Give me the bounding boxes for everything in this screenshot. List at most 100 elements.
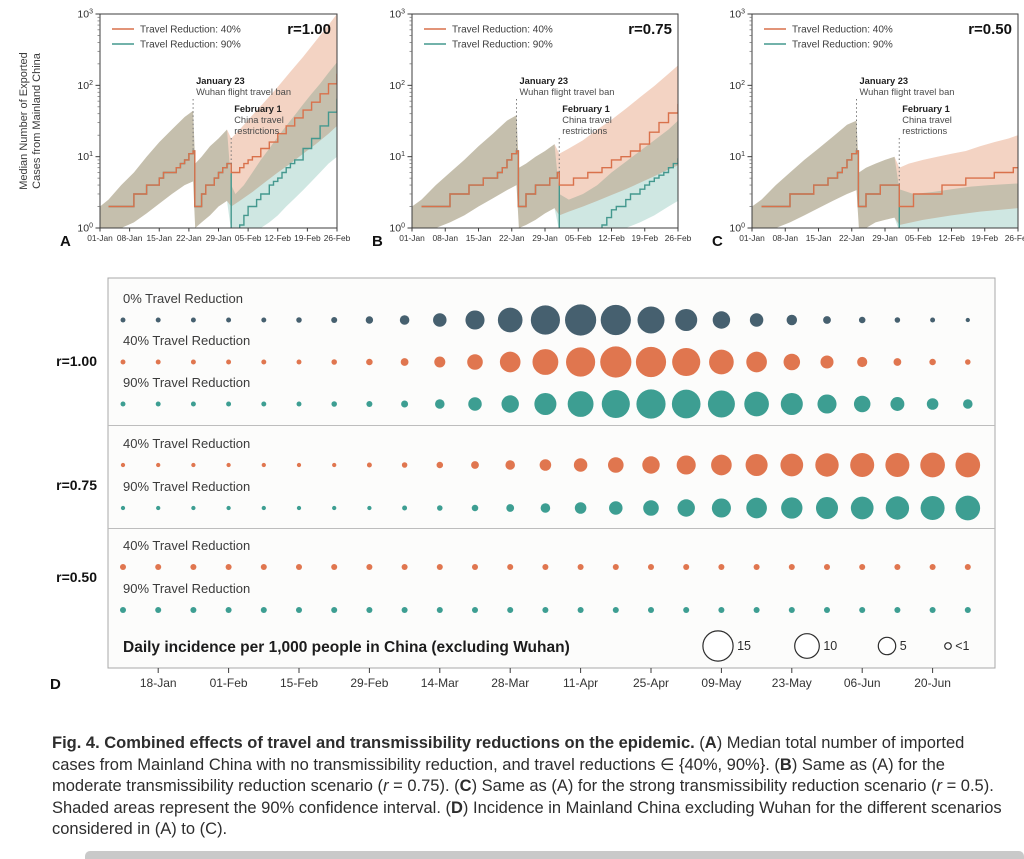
caption-segment: D [451,798,463,817]
incidence-bubble [120,462,126,468]
incidence-bubble [711,498,731,518]
incidence-bubble [155,317,161,323]
annotation-title: February 1 [902,104,950,114]
incidence-bubble [434,356,446,368]
incidence-bubble [955,495,981,521]
incidence-bubble [857,356,868,368]
incidence-bubble [823,606,831,614]
incidence-bubble [225,563,232,571]
series-line [761,150,1018,208]
incidence-bubble [120,505,126,511]
svg-text:01-Jan: 01-Jan [399,233,425,243]
incidence-bubble [507,563,514,571]
incidence-bubble [964,563,971,571]
incidence-bubble [155,359,161,365]
incidence-bubble [296,401,302,407]
incidence-bubble [296,359,302,365]
incidence-bubble [647,606,655,614]
incidence-bubble [296,317,302,323]
svg-text:100: 100 [389,223,405,235]
incidence-bubble [532,349,559,375]
caption-segment: A [704,734,717,752]
incidence-bubble [637,306,665,334]
incidence-bubble [600,346,632,378]
r-value-label: r=1.00 [56,353,97,369]
bubble-row-label: 0% Travel Reduction [123,291,243,306]
size-legend-value: 10 [823,639,837,653]
incidence-bubble [815,453,839,477]
incidence-bubble [749,313,764,327]
next-section-edge [85,851,1024,859]
incidence-bubble [402,505,408,511]
x-tick-label: 29-Feb [350,676,388,690]
incidence-bubble [542,606,549,614]
incidence-bubble [226,401,232,407]
bubble-row-label: 90% Travel Reduction [123,479,250,494]
incidence-bubble [636,389,666,419]
incidence-bubble [675,308,698,332]
incidence-bubble [261,359,267,365]
incidence-bubble [635,346,667,378]
annotation-text: restrictions [234,126,279,136]
incidence-bubble [859,563,866,571]
annotation-title: January 23 [196,76,245,86]
bubble-row-label: 40% Travel Reduction [123,436,250,451]
x-tick-label: 09-May [701,676,741,690]
incidence-bubble [331,606,338,614]
incidence-bubble [920,495,945,521]
incidence-bubble [120,317,126,323]
x-tick-label: 23-May [772,676,812,690]
incidence-bubble [608,457,624,473]
svg-text:05-Feb: 05-Feb [235,233,262,243]
svg-text:Median Number of Exported: Median Number of Exported [18,52,30,190]
incidence-bubble [540,503,551,513]
caption-segment: ) Incidence in Mainland China excluding … [52,798,1002,839]
incidence-bubble [788,563,795,571]
incidence-bubble [401,606,408,614]
incidence-bubble [471,504,479,512]
legend-label: Travel Reduction: 90% [452,40,553,51]
incidence-bubble [600,304,631,336]
incidence-bubble [190,401,196,407]
svg-text:19-Feb: 19-Feb [631,233,658,243]
incidence-bubble [436,606,443,614]
series-line [108,73,337,208]
incidence-bubble [890,397,905,411]
incidence-bubble [671,389,701,419]
figure-caption: Fig. 4. Combined effects of travel and t… [52,733,1004,841]
svg-text:103: 103 [729,9,745,21]
incidence-bubble [155,401,161,407]
incidence-bubble [894,606,901,614]
panel-d: r=1.00 0% Travel Reduction 40% Travel Redu… [50,277,996,693]
incidence-bubble [963,399,973,409]
bubble-row [120,495,981,521]
incidence-bubble [893,358,902,366]
panel-a: 100 101 102 103 01-Jan 08-Jan 15-Jan 22-Jan 29-J… [60,9,351,251]
size-legend-circle [702,630,734,662]
svg-text:08-Jan: 08-Jan [117,233,143,243]
incidence-bubble [331,401,337,407]
incidence-bubble [542,563,549,571]
incidence-bubble [296,462,302,468]
bubble-row [119,606,971,614]
incidence-bubble [332,505,337,511]
y-axis-label: Median Number of Exported Cases from Main… [18,52,43,190]
incidence-bubble [497,307,523,333]
incidence-bubble [565,304,597,336]
incidence-bubble [711,454,732,476]
x-tick-label: 01-Feb [210,676,248,690]
caption-segment: B [779,755,792,774]
r-value-label: r=0.75 [56,477,97,493]
incidence-bubble [823,563,831,571]
incidence-bubble [894,563,901,571]
legend-label: Travel Reduction: 90% [792,40,893,51]
incidence-bubble [926,398,939,410]
incidence-bubble [929,606,936,614]
incidence-bubble [745,453,768,477]
size-legend-value: 15 [737,639,751,653]
incidence-bubble [780,453,804,477]
caption-segment: ) Median total number of imported cases … [52,734,965,774]
size-legend-circle [877,636,897,656]
incidence-bubble [815,496,839,520]
